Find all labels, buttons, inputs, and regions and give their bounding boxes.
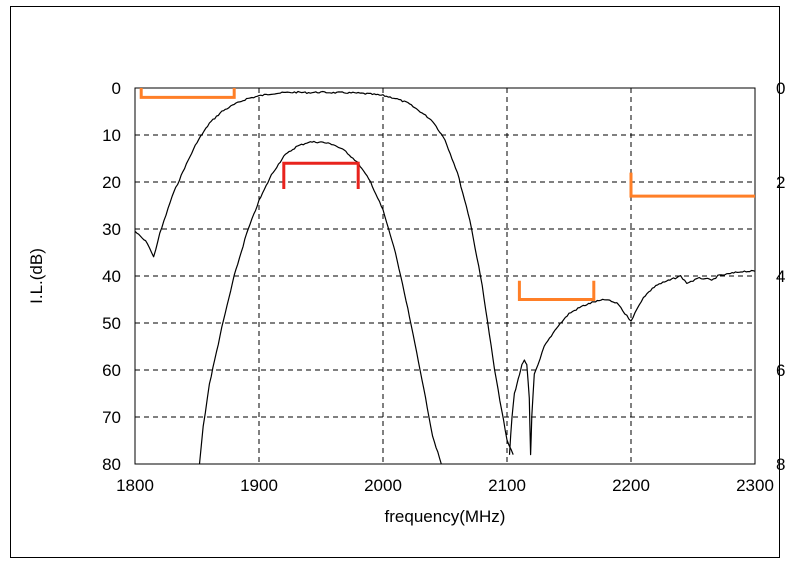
y-tick-label: 70 bbox=[102, 408, 121, 427]
x-tick-label: 2300 bbox=[736, 476, 774, 495]
mask-layer bbox=[139, 88, 755, 301]
chart-frame bbox=[10, 6, 780, 558]
y2-tick-label: 6 bbox=[776, 361, 785, 380]
y2-tick-label: 4 bbox=[776, 267, 785, 286]
spec-mask-1 bbox=[139, 88, 236, 99]
y-tick-label: 30 bbox=[102, 220, 121, 239]
x-tick-label: 1900 bbox=[240, 476, 278, 495]
y2-tick-label: 2 bbox=[776, 173, 785, 192]
y2-tick-label: 0 bbox=[776, 79, 785, 98]
y-tick-label: 60 bbox=[102, 361, 121, 380]
spec-mask-2 bbox=[282, 161, 360, 190]
y-tick-label: 80 bbox=[102, 455, 121, 474]
x-tick-label: 2100 bbox=[488, 476, 526, 495]
x-tick-label: 2200 bbox=[612, 476, 650, 495]
y-tick-label: 50 bbox=[102, 314, 121, 333]
series-line-3 bbox=[508, 269, 756, 456]
y2-tick-label: 8 bbox=[776, 455, 785, 474]
y-tick-label: 0 bbox=[112, 79, 121, 98]
tick-labels: 1800 1900 2000 2100 2200 23000102030405060708… bbox=[102, 79, 785, 495]
series-layer bbox=[134, 90, 756, 465]
y-axis-label: I.L.(dB) bbox=[27, 248, 46, 304]
y-tick-label: 20 bbox=[102, 173, 121, 192]
plot-area bbox=[134, 87, 756, 465]
series-line-1 bbox=[134, 90, 514, 455]
series-line-2 bbox=[198, 140, 442, 465]
spec-mask-3 bbox=[517, 280, 596, 301]
spec-mask-4 bbox=[629, 172, 755, 198]
y-tick-label: 10 bbox=[102, 126, 121, 145]
y-tick-label: 40 bbox=[102, 267, 121, 286]
x-tick-label: 1800 bbox=[116, 476, 154, 495]
x-tick-label: 2000 bbox=[364, 476, 402, 495]
grid-lines bbox=[135, 88, 755, 464]
x-axis-label: frequency(MHz) bbox=[385, 507, 506, 526]
